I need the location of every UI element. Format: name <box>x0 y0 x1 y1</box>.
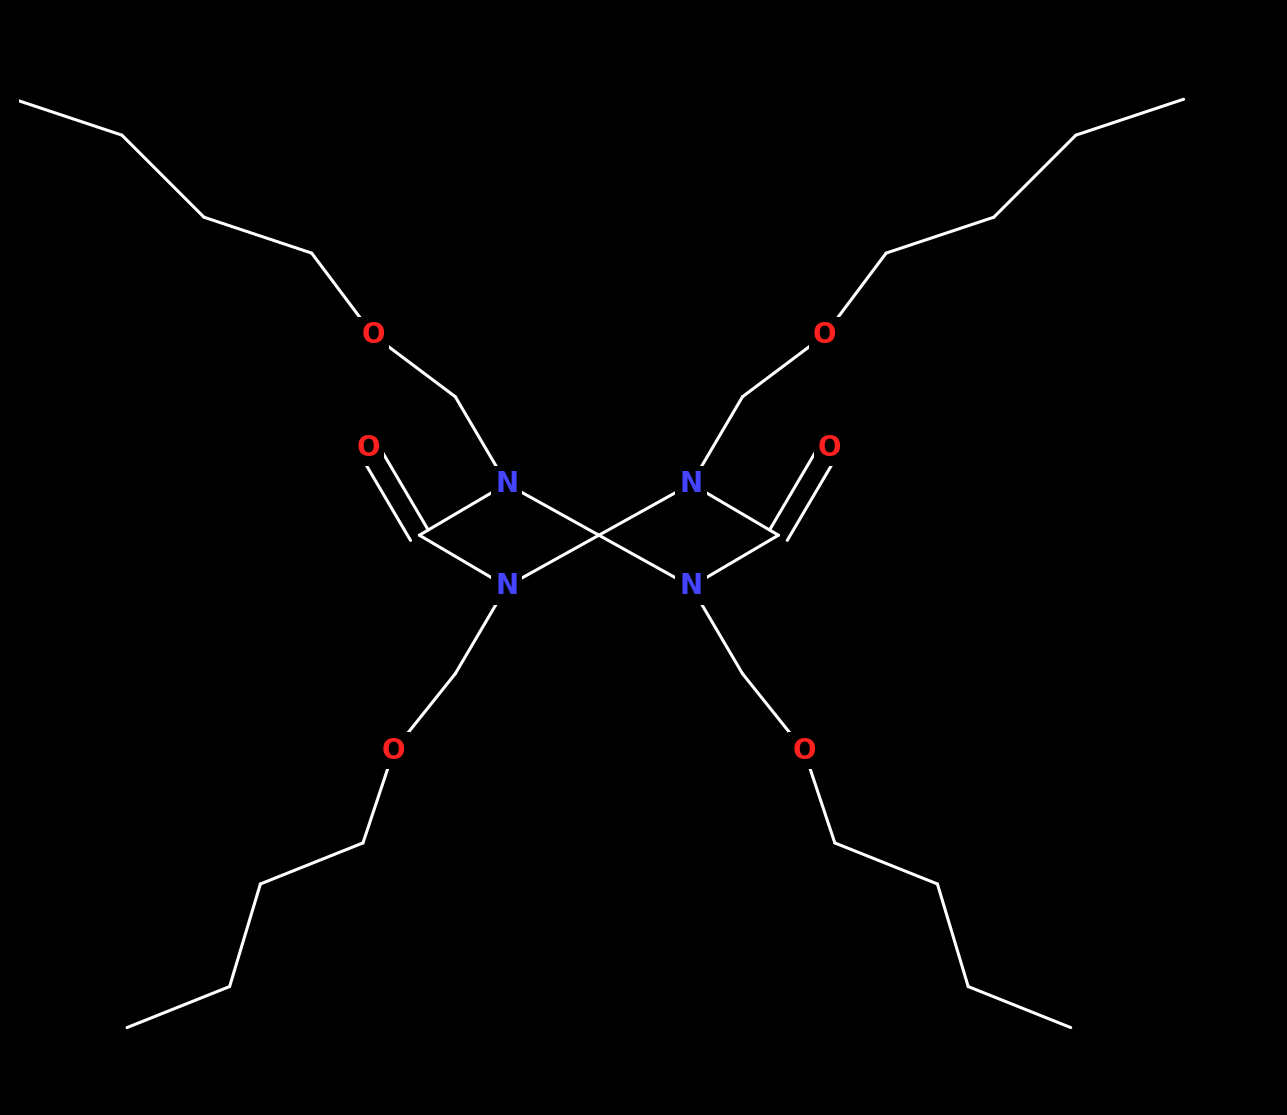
Text: N: N <box>680 469 703 498</box>
Text: N: N <box>680 572 703 601</box>
Text: O: O <box>356 434 380 462</box>
Text: O: O <box>819 434 842 462</box>
Text: N: N <box>495 572 519 601</box>
Text: O: O <box>362 321 385 349</box>
Text: N: N <box>495 469 519 498</box>
Text: O: O <box>382 737 405 765</box>
Text: O: O <box>813 321 837 349</box>
Text: O: O <box>793 737 816 765</box>
